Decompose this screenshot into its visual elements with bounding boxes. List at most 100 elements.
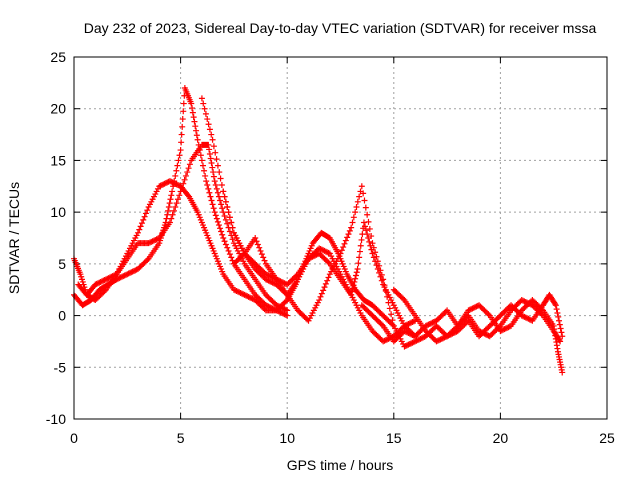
- data-point: [355, 260, 362, 267]
- data-point: [164, 211, 171, 218]
- data-point: [322, 280, 329, 287]
- data-point: [244, 293, 251, 300]
- data-point: [266, 304, 273, 311]
- data-point: [210, 143, 217, 150]
- data-point: [211, 209, 218, 216]
- data-point: [404, 329, 411, 336]
- data-point: [444, 333, 451, 340]
- data-point: [230, 286, 237, 293]
- data-point: [211, 178, 218, 185]
- data-point: [198, 95, 205, 102]
- data-point: [254, 241, 261, 248]
- data-point: [469, 305, 476, 312]
- data-point: [179, 116, 186, 123]
- data-point: [408, 319, 415, 326]
- data-point: [386, 305, 393, 312]
- data-point: [262, 276, 269, 283]
- data-point: [204, 181, 211, 188]
- data-point: [466, 306, 473, 313]
- series-track-1: [71, 178, 397, 329]
- data-point: [226, 251, 233, 258]
- data-point: [274, 302, 281, 309]
- data-point: [214, 218, 221, 225]
- data-point: [412, 338, 419, 345]
- data-point: [253, 238, 260, 245]
- data-point: [278, 304, 285, 311]
- data-point: [178, 131, 185, 138]
- data-point: [166, 219, 173, 226]
- data-point: [464, 319, 471, 326]
- data-point: [167, 196, 174, 203]
- data-point: [237, 289, 244, 296]
- data-point: [173, 181, 180, 188]
- data-point: [129, 268, 136, 275]
- data-point: [130, 267, 137, 274]
- data-point: [349, 285, 356, 292]
- series-track-8: [390, 286, 566, 376]
- data-point: [422, 322, 429, 329]
- data-point: [210, 169, 217, 176]
- data-point: [282, 311, 289, 318]
- data-point: [234, 288, 241, 295]
- y-tick-label: -10: [46, 411, 66, 427]
- data-point: [324, 277, 331, 284]
- data-point: [193, 127, 200, 134]
- data-point: [526, 316, 533, 323]
- data-point: [352, 275, 359, 282]
- data-point: [450, 330, 457, 337]
- data-point: [269, 279, 276, 286]
- data-point: [222, 216, 229, 223]
- data-point: [448, 331, 455, 338]
- data-point: [376, 262, 383, 269]
- data-point: [360, 190, 367, 197]
- data-point: [362, 204, 369, 211]
- data-point: [437, 336, 444, 343]
- data-point: [433, 338, 440, 345]
- data-point: [92, 281, 99, 288]
- data-point: [174, 196, 181, 203]
- chart-title: Day 232 of 2023, Sidereal Day-to-day VTE…: [84, 20, 597, 36]
- data-point: [559, 369, 566, 376]
- data-point: [348, 224, 355, 231]
- data-point: [185, 192, 192, 199]
- data-point: [138, 220, 145, 227]
- data-point: [186, 161, 193, 168]
- data-point: [385, 335, 392, 342]
- series-track-9: [433, 291, 566, 340]
- data-point: [308, 254, 315, 261]
- data-point: [378, 271, 385, 278]
- data-point: [224, 203, 231, 210]
- data-point: [176, 192, 183, 199]
- data-point: [452, 329, 459, 336]
- data-point: [120, 273, 127, 280]
- data-point: [357, 242, 364, 249]
- data-point: [173, 167, 180, 174]
- data-point: [264, 271, 271, 278]
- data-layer: [71, 85, 566, 376]
- data-point: [521, 298, 528, 305]
- data-point: [94, 280, 101, 287]
- data-point: [520, 297, 527, 304]
- data-point: [241, 291, 248, 298]
- data-point: [214, 162, 221, 169]
- data-point: [555, 313, 562, 320]
- data-point: [192, 123, 199, 130]
- data-point: [388, 311, 395, 318]
- y-tick-label: 25: [50, 49, 66, 65]
- data-point: [144, 256, 151, 263]
- data-point: [189, 109, 196, 116]
- data-point: [273, 307, 280, 314]
- data-point: [556, 321, 563, 328]
- data-point: [184, 169, 191, 176]
- data-point: [179, 123, 186, 130]
- data-point: [109, 273, 116, 280]
- x-tick-label: 20: [493, 430, 509, 446]
- data-point: [558, 329, 565, 336]
- data-point: [373, 253, 380, 260]
- y-tick-label: -5: [54, 359, 67, 375]
- data-point: [240, 251, 247, 258]
- data-point: [140, 216, 147, 223]
- data-point: [265, 272, 272, 279]
